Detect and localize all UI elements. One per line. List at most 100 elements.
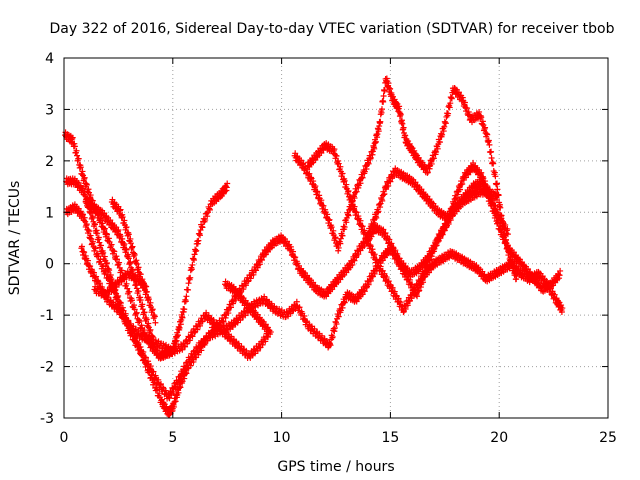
- data-point: [380, 93, 387, 100]
- series-track-j: [304, 140, 511, 316]
- data-point: [331, 325, 338, 332]
- data-point: [379, 267, 386, 274]
- data-point: [312, 183, 319, 190]
- data-point: [263, 297, 270, 304]
- data-point: [318, 332, 325, 339]
- data-point: [196, 343, 203, 350]
- data-point: [135, 264, 142, 271]
- data-point: [321, 336, 328, 343]
- data-point: [365, 237, 372, 244]
- data-point: [193, 247, 200, 254]
- data-point: [359, 223, 366, 230]
- data-point: [498, 215, 505, 222]
- data-point: [179, 371, 186, 378]
- data-point: [206, 206, 213, 213]
- data-point: [152, 387, 159, 394]
- data-point: [559, 305, 566, 312]
- data-point: [262, 338, 269, 345]
- data-point: [233, 315, 240, 322]
- data-point: [439, 131, 446, 138]
- data-point: [418, 276, 425, 283]
- data-point: [110, 247, 117, 254]
- data-point: [94, 230, 101, 237]
- data-point: [117, 277, 124, 284]
- data-point: [486, 141, 493, 148]
- data-point: [101, 225, 108, 232]
- data-point: [182, 365, 189, 372]
- data-point: [404, 302, 411, 309]
- data-point: [141, 309, 148, 316]
- data-point: [486, 195, 493, 202]
- data-point: [333, 153, 340, 159]
- data-point: [396, 103, 403, 110]
- data-point: [237, 317, 244, 324]
- data-point: [172, 384, 179, 391]
- data-point: [197, 322, 203, 329]
- data-point: [125, 231, 132, 238]
- data-point: [301, 312, 308, 319]
- data-point: [78, 243, 85, 250]
- data-point: [375, 208, 382, 215]
- data-point: [365, 160, 372, 167]
- data-point: [117, 300, 124, 307]
- data-point: [497, 204, 504, 211]
- data-point: [197, 232, 203, 239]
- data-point: [261, 293, 268, 300]
- data-point: [136, 318, 143, 325]
- data-point: [176, 324, 183, 331]
- data-point: [202, 217, 209, 224]
- data-point: [142, 332, 149, 339]
- data-point: [412, 151, 419, 158]
- data-point: [259, 257, 266, 264]
- data-point: [341, 177, 348, 184]
- data-point: [459, 181, 466, 188]
- data-point: [92, 245, 99, 252]
- data-point: [228, 304, 235, 311]
- data-point: [137, 343, 144, 350]
- data-point: [347, 195, 354, 202]
- data-point: [71, 143, 78, 150]
- data-point: [430, 248, 437, 255]
- chart-title: Day 322 of 2016, Sidereal Day-to-day VTE…: [49, 21, 614, 37]
- data-point: [74, 152, 81, 159]
- data-point: [191, 257, 198, 264]
- data-point: [112, 301, 119, 308]
- data-point: [131, 302, 138, 309]
- data-point: [147, 363, 154, 370]
- data-point: [115, 304, 122, 311]
- data-point: [200, 215, 207, 222]
- data-point: [401, 266, 407, 273]
- data-point: [242, 282, 249, 289]
- data-point: [115, 227, 122, 234]
- data-point: [86, 228, 93, 235]
- data-point: [203, 309, 210, 316]
- data-point: [335, 313, 342, 320]
- series-track-c: [63, 201, 566, 402]
- data-point: [151, 375, 158, 382]
- data-point: [145, 296, 152, 303]
- data-point: [133, 310, 140, 317]
- data-point: [311, 325, 318, 332]
- data-point: [228, 333, 235, 340]
- data-point: [292, 254, 299, 261]
- data-point: [254, 347, 261, 354]
- data-point: [408, 144, 415, 151]
- data-point: [329, 333, 336, 340]
- data-point: [111, 248, 118, 255]
- data-point: [300, 160, 307, 167]
- data-point: [361, 288, 368, 295]
- data-point: [367, 154, 374, 161]
- data-point: [393, 99, 400, 106]
- data-point: [378, 106, 385, 113]
- data-point: [143, 354, 150, 361]
- data-point: [327, 342, 334, 349]
- series-track-g: [108, 196, 159, 326]
- data-point: [157, 380, 164, 387]
- data-point: [108, 241, 115, 248]
- series-track-k: [365, 165, 564, 295]
- data-point: [224, 180, 231, 187]
- data-point: [381, 190, 388, 197]
- data-point: [433, 149, 440, 156]
- data-point: [95, 253, 102, 260]
- data-point: [155, 376, 162, 383]
